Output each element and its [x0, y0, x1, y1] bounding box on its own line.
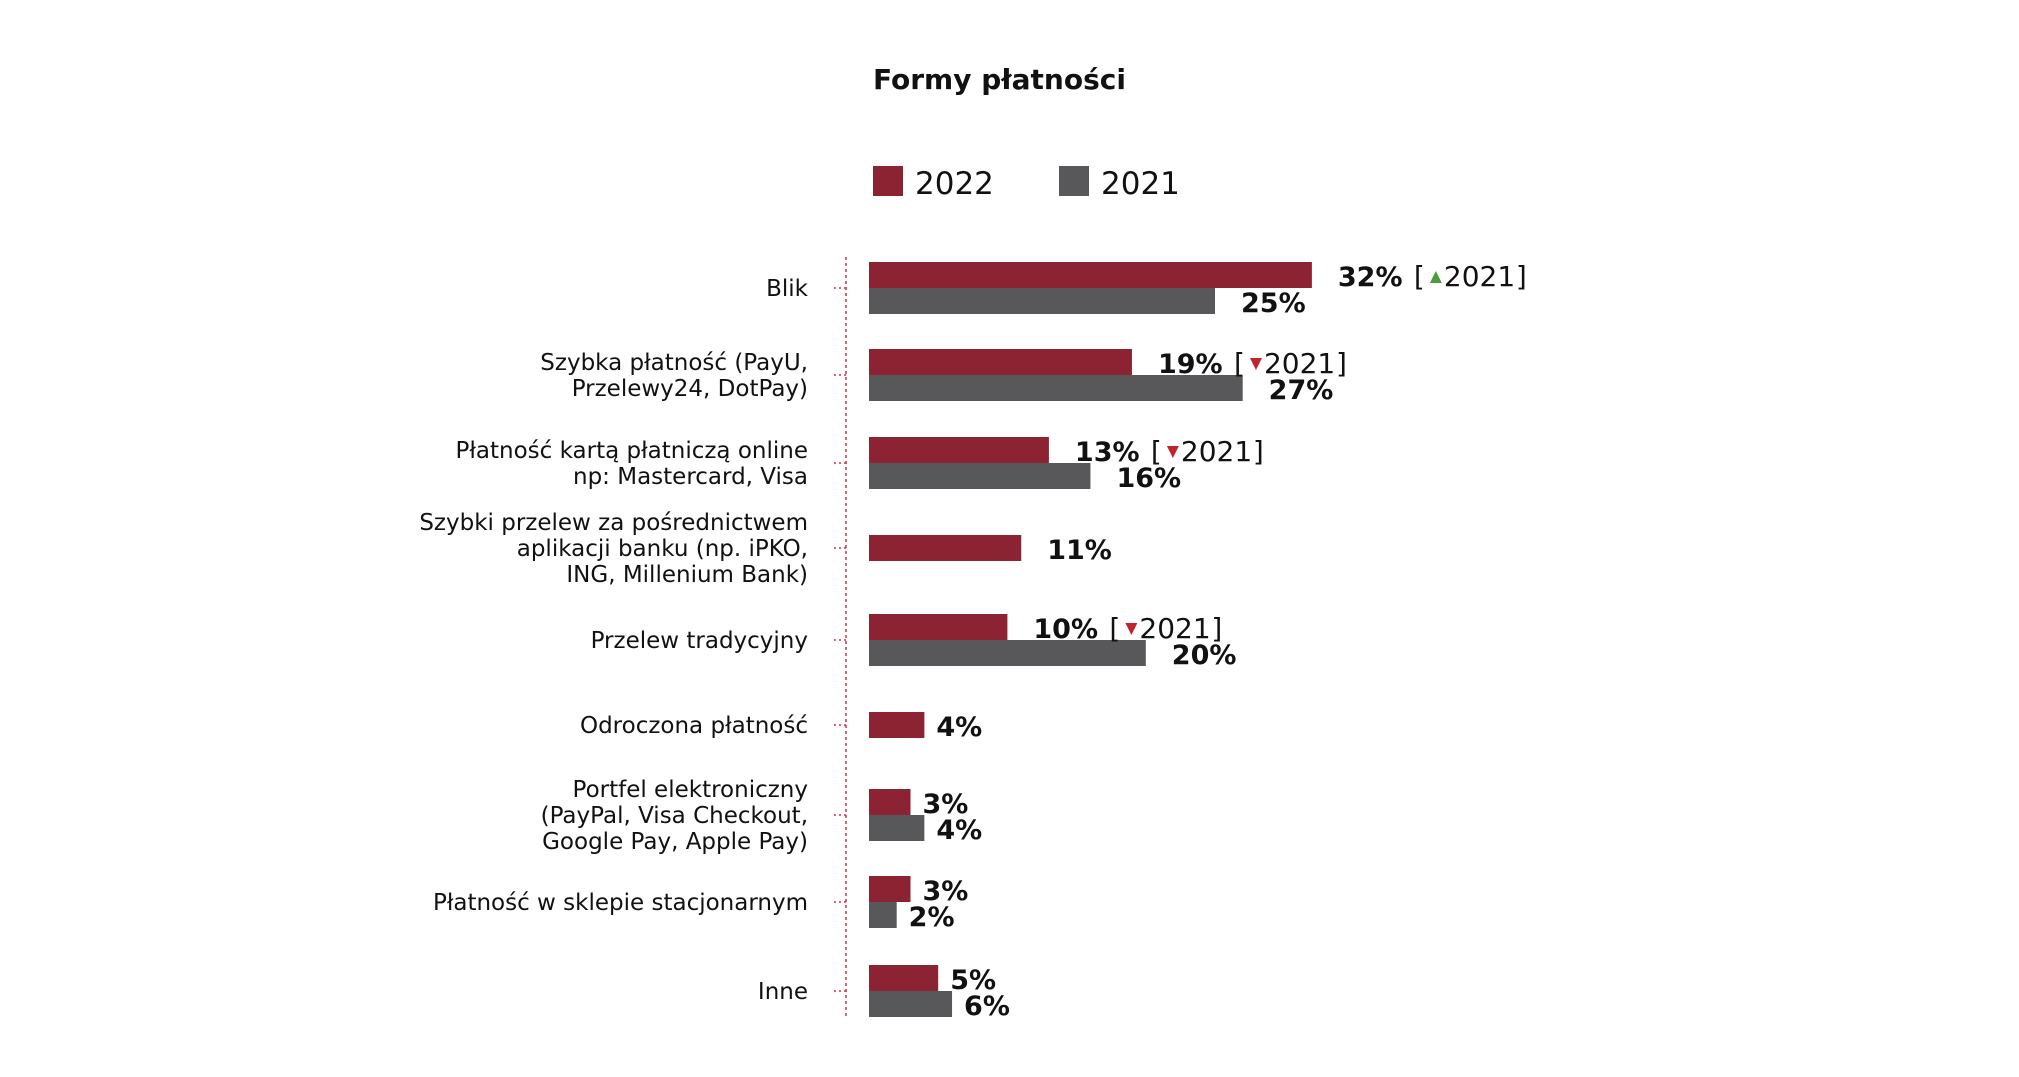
value-label-2022: 3% [923, 876, 969, 907]
arrow-down-icon [1166, 446, 1179, 458]
category-label: Przelew tradycyjny [591, 628, 808, 654]
value-label-2022: 11% [1047, 535, 1112, 566]
category-label: ING, Millenium Bank) [566, 562, 808, 588]
value-label-2022: 19% [1158, 349, 1223, 380]
annotation-bracket-close: ] [1253, 435, 1264, 468]
annotation-bracket-close: ] [1336, 347, 1347, 380]
change-annotation: [2021] [1414, 260, 1527, 293]
category-label: Płatność w sklepie stacjonarnym [433, 890, 808, 916]
value-label-2022: 3% [923, 789, 969, 820]
legend: 2022 2021 [873, 166, 1180, 202]
legend-swatch-2022 [873, 166, 903, 196]
bar-2021 [869, 815, 925, 841]
value-label-2022: 13% [1075, 437, 1140, 468]
value-label-2021: 2% [909, 902, 955, 933]
category-label: (PayPal, Visa Checkout, [541, 803, 808, 829]
bar-2021 [869, 463, 1091, 489]
bar-2022 [869, 349, 1132, 375]
arrow-down-icon [1125, 623, 1138, 635]
bar-2022 [869, 614, 1008, 640]
annotation-bracket-open: [ [1414, 260, 1425, 293]
legend-label-2022: 2022 [915, 166, 994, 202]
value-label-2022: 32% [1338, 262, 1403, 293]
bar-2022 [869, 712, 925, 738]
bar-2022 [869, 965, 939, 991]
bar-2021 [869, 640, 1146, 666]
annotation-bracket-close: ] [1211, 612, 1222, 645]
annotation-year: 2021 [1181, 435, 1252, 468]
value-label-2021: 27% [1269, 375, 1334, 406]
value-label-2021: 20% [1172, 640, 1237, 671]
category-label: Szybka płatność (PayU, [540, 350, 808, 376]
bar-2021 [869, 991, 953, 1017]
bar-2022 [869, 437, 1049, 463]
value-label-2022: 4% [936, 712, 982, 743]
value-label-2021: 16% [1116, 463, 1181, 494]
change-annotation: [2021] [1234, 347, 1347, 380]
value-label-2022: 5% [950, 965, 996, 996]
category-label: Płatność kartą płatniczą online [456, 438, 809, 464]
bar-2021 [869, 375, 1243, 401]
category-label: np: Mastercard, Visa [573, 464, 808, 490]
bar-2021 [869, 902, 897, 928]
bar-2022 [869, 262, 1312, 288]
legend-swatch-2021 [1059, 166, 1089, 196]
value-label-2021: 25% [1241, 288, 1306, 319]
bar-2022 [869, 789, 911, 815]
annotation-year: 2021 [1264, 347, 1335, 380]
legend-label-2021: 2021 [1101, 166, 1180, 202]
plot-area: Blik 32%25%[2021]Szybka płatność (PayU,Pr… [419, 260, 1527, 1022]
annotation-bracket-open: [ [1151, 435, 1162, 468]
category-label: Inne [758, 979, 808, 1005]
annotation-bracket-open: [ [1109, 612, 1120, 645]
annotation-year: 2021 [1444, 260, 1515, 293]
value-label-2021: 4% [936, 815, 982, 846]
annotation-year: 2021 [1139, 612, 1210, 645]
category-label: Google Pay, Apple Pay) [542, 829, 808, 855]
bar-2021 [869, 288, 1215, 314]
category-label: Portfel elektroniczny [573, 777, 808, 803]
value-label-2022: 10% [1033, 614, 1098, 645]
annotation-bracket-open: [ [1234, 347, 1245, 380]
arrow-down-icon [1249, 358, 1262, 370]
category-label: Odroczona płatność [580, 713, 808, 739]
annotation-bracket-close: ] [1516, 260, 1527, 293]
category-label: Przelewy24, DotPay) [572, 376, 808, 402]
arrow-up-icon [1429, 271, 1442, 283]
category-label: Szybki przelew za pośrednictwem [419, 510, 808, 536]
category-label: Blik [766, 276, 809, 302]
bar-2022 [869, 535, 1022, 561]
bar-2022 [869, 876, 911, 902]
chart-title: Formy płatności [873, 63, 1126, 96]
category-label: aplikacji banku (np. iPKO, [517, 536, 808, 562]
value-label-2021: 6% [964, 991, 1010, 1022]
change-annotation: [2021] [1109, 612, 1222, 645]
change-annotation: [2021] [1151, 435, 1264, 468]
